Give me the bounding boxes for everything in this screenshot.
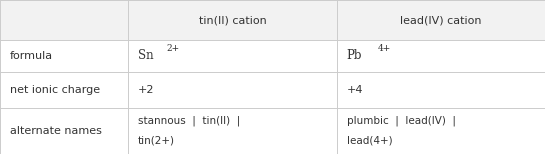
Text: Pb: Pb: [347, 49, 362, 62]
Text: lead(4+): lead(4+): [347, 136, 392, 146]
Text: +2: +2: [138, 85, 154, 95]
Text: alternate names: alternate names: [10, 126, 102, 136]
Text: Sn: Sn: [138, 49, 154, 62]
Text: tin(2+): tin(2+): [138, 136, 175, 146]
Text: plumbic  |  lead(IV)  |: plumbic | lead(IV) |: [347, 116, 456, 126]
Text: 4+: 4+: [378, 44, 391, 53]
Text: lead(IV) cation: lead(IV) cation: [400, 15, 482, 25]
Text: 2+: 2+: [166, 44, 179, 53]
Text: net ionic charge: net ionic charge: [10, 85, 100, 95]
Text: stannous  |  tin(II)  |: stannous | tin(II) |: [138, 116, 240, 126]
Text: tin(II) cation: tin(II) cation: [198, 15, 267, 25]
Text: formula: formula: [10, 51, 53, 61]
Bar: [0, 0, 545, 40]
Text: +4: +4: [347, 85, 363, 95]
